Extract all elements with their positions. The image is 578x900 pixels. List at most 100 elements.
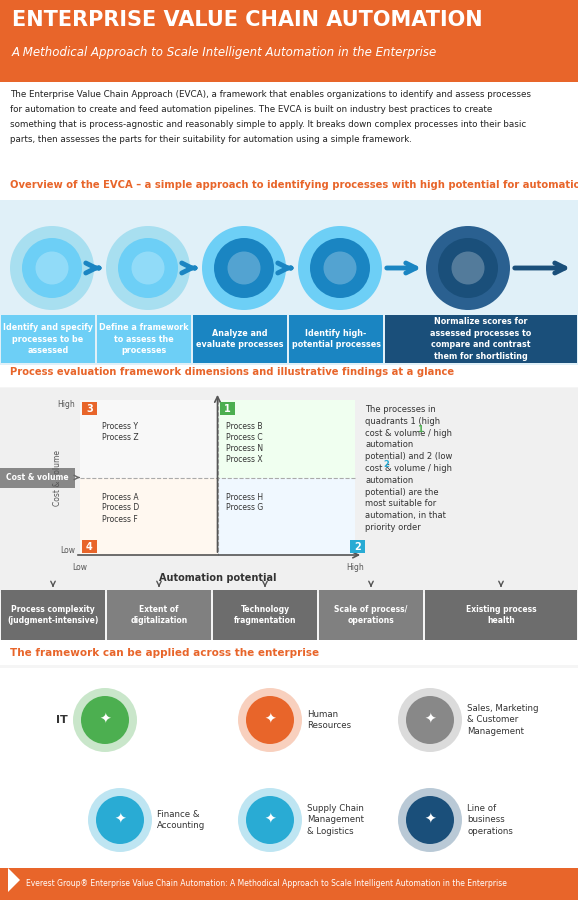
Circle shape <box>35 251 69 284</box>
Polygon shape <box>8 868 20 892</box>
Bar <box>1 590 105 640</box>
Bar <box>82 402 97 415</box>
Circle shape <box>310 238 370 298</box>
Circle shape <box>73 688 137 752</box>
Bar <box>0 640 578 665</box>
Bar <box>0 200 578 365</box>
Text: Identify and specify
processes to be
assessed: Identify and specify processes to be ass… <box>3 323 93 355</box>
Circle shape <box>88 788 152 852</box>
Text: Process G: Process G <box>225 503 263 512</box>
Text: 2: 2 <box>354 542 361 552</box>
Circle shape <box>106 226 190 310</box>
Text: Human
Resources: Human Resources <box>307 710 351 730</box>
Text: Process complexity
(judgment-intensive): Process complexity (judgment-intensive) <box>8 605 99 625</box>
Bar <box>0 467 75 488</box>
Text: Process N: Process N <box>225 444 262 453</box>
Circle shape <box>426 226 510 310</box>
Bar <box>193 315 287 363</box>
Bar <box>107 590 211 640</box>
Bar <box>0 365 578 387</box>
Bar <box>425 590 577 640</box>
Text: ✦: ✦ <box>424 713 436 727</box>
Circle shape <box>214 238 274 298</box>
Text: Process A: Process A <box>102 492 139 501</box>
Bar <box>80 400 217 478</box>
Text: The framework can be applied across the enterprise: The framework can be applied across the … <box>10 648 319 658</box>
Text: Cost & volume: Cost & volume <box>54 449 62 506</box>
Text: Process C: Process C <box>225 433 262 442</box>
Text: something that is process-agnostic and reasonably simple to apply. It breaks dow: something that is process-agnostic and r… <box>10 120 526 129</box>
Text: IT: IT <box>56 715 68 725</box>
Text: 4: 4 <box>86 542 93 552</box>
Circle shape <box>22 238 82 298</box>
Circle shape <box>246 796 294 844</box>
Text: for automation to create and feed automation pipelines. The EVCA is built on ind: for automation to create and feed automa… <box>10 105 492 114</box>
Text: Overview of the EVCA – a simple approach to identifying processes with high pote: Overview of the EVCA – a simple approach… <box>10 180 578 190</box>
Text: High: High <box>346 563 364 572</box>
Text: ✦: ✦ <box>424 813 436 827</box>
Text: Extent of
digitalization: Extent of digitalization <box>131 605 188 625</box>
Bar <box>385 315 577 363</box>
Circle shape <box>202 226 286 310</box>
Circle shape <box>324 251 357 284</box>
Text: ✦: ✦ <box>114 813 126 827</box>
Text: Scale of process/
operations: Scale of process/ operations <box>334 605 407 625</box>
Bar <box>97 315 191 363</box>
Circle shape <box>238 788 302 852</box>
Bar <box>80 478 217 555</box>
Text: Everest Group® Enterprise Value Chain Automation: A Methodical Approach to Scale: Everest Group® Enterprise Value Chain Au… <box>26 879 507 888</box>
Text: Low: Low <box>72 563 87 572</box>
Text: Process B: Process B <box>225 422 262 431</box>
Bar <box>217 400 355 478</box>
Text: Normalize scores for
assessed processes to
compare and contrast
them for shortli: Normalize scores for assessed processes … <box>431 318 532 361</box>
Text: Process Y: Process Y <box>102 422 138 431</box>
Bar <box>0 640 578 660</box>
Circle shape <box>398 688 462 752</box>
Circle shape <box>298 226 382 310</box>
Text: Process H: Process H <box>225 492 262 501</box>
Circle shape <box>406 796 454 844</box>
Text: 2: 2 <box>383 460 390 469</box>
Text: Line of
business
operations: Line of business operations <box>467 805 513 835</box>
Circle shape <box>10 226 94 310</box>
Text: Low: Low <box>60 546 75 555</box>
Text: Existing process
health: Existing process health <box>466 605 536 625</box>
Text: ENTERPRISE VALUE CHAIN AUTOMATION: ENTERPRISE VALUE CHAIN AUTOMATION <box>12 10 483 30</box>
Bar <box>0 668 578 883</box>
Text: A Methodical Approach to Scale Intelligent Automation in the Enterprise: A Methodical Approach to Scale Intellige… <box>12 46 437 59</box>
Circle shape <box>132 251 165 284</box>
Text: Identify high-
potential processes: Identify high- potential processes <box>291 328 380 349</box>
Text: The processes in
quadrants 1 (high
cost & volume / high
automation
potential) an: The processes in quadrants 1 (high cost … <box>365 405 453 532</box>
Bar <box>0 868 578 900</box>
Text: ✦: ✦ <box>99 713 111 727</box>
Circle shape <box>238 688 302 752</box>
Circle shape <box>398 788 462 852</box>
Text: The Enterprise Value Chain Approach (EVCA), a framework that enables organizatio: The Enterprise Value Chain Approach (EVC… <box>10 90 531 99</box>
Text: Cost & volume: Cost & volume <box>6 473 68 482</box>
Text: High: High <box>57 400 75 409</box>
Text: Technology
fragmentation: Technology fragmentation <box>234 605 297 625</box>
Bar <box>217 478 355 555</box>
Bar <box>213 590 317 640</box>
Bar <box>0 0 578 82</box>
Text: Finance &
Accounting: Finance & Accounting <box>157 810 205 830</box>
Circle shape <box>438 238 498 298</box>
Text: Process D: Process D <box>102 503 139 512</box>
Text: Process Z: Process Z <box>102 433 139 442</box>
Bar <box>319 590 423 640</box>
Bar <box>0 388 578 593</box>
Text: parts, then assesses the parts for their suitability for automation using a simp: parts, then assesses the parts for their… <box>10 135 412 144</box>
Circle shape <box>96 796 144 844</box>
Circle shape <box>228 251 261 284</box>
Bar <box>0 82 578 180</box>
Text: Analyze and
evaluate processes: Analyze and evaluate processes <box>197 328 284 349</box>
Bar <box>350 540 365 553</box>
Circle shape <box>406 696 454 744</box>
Bar <box>220 402 235 415</box>
Circle shape <box>81 696 129 744</box>
Text: ✦: ✦ <box>264 813 276 827</box>
Bar <box>289 315 383 363</box>
Circle shape <box>118 238 178 298</box>
Text: Automation potential: Automation potential <box>159 573 276 583</box>
Text: 1: 1 <box>224 403 231 413</box>
